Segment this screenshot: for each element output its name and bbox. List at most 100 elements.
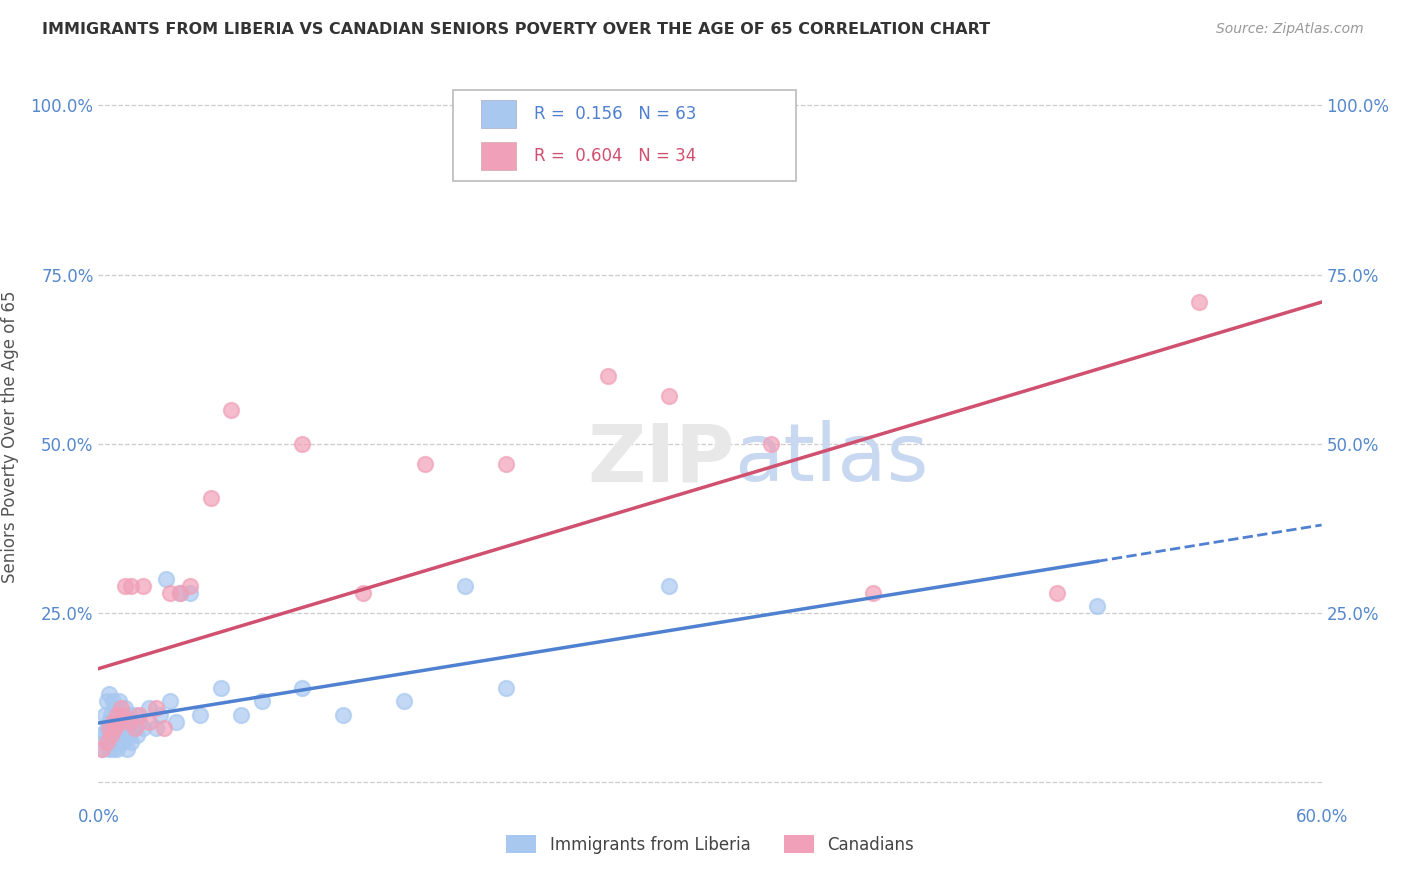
Point — [332, 707, 354, 722]
Point — [100, 728, 122, 742]
Point — [101, 728, 124, 742]
Text: R =  0.156   N = 63: R = 0.156 N = 63 — [534, 105, 696, 123]
Point — [658, 389, 681, 403]
Point — [120, 735, 142, 749]
Point — [105, 741, 128, 756]
Point — [145, 721, 167, 735]
Point — [101, 714, 124, 729]
Point — [100, 721, 122, 735]
Point — [105, 707, 128, 722]
Point — [96, 735, 118, 749]
Point — [122, 721, 145, 735]
Point — [132, 579, 155, 593]
Point — [111, 707, 134, 722]
Point — [200, 491, 222, 505]
Text: atlas: atlas — [734, 420, 929, 498]
Point — [111, 735, 134, 749]
Point — [110, 701, 132, 715]
Point — [761, 437, 783, 451]
Point — [104, 701, 127, 715]
Point — [114, 728, 136, 742]
Legend: Immigrants from Liberia, Canadians: Immigrants from Liberia, Canadians — [499, 829, 921, 860]
Point — [115, 741, 138, 756]
Point — [138, 714, 160, 729]
Point — [495, 457, 517, 471]
Point — [118, 728, 141, 742]
Point — [91, 741, 114, 756]
Point — [108, 714, 131, 729]
Point — [138, 701, 160, 715]
Point — [128, 707, 150, 722]
Y-axis label: Seniors Poverty Over the Age of 65: Seniors Poverty Over the Age of 65 — [1, 291, 20, 583]
Point — [124, 707, 146, 722]
Point — [165, 714, 187, 729]
Point — [132, 721, 155, 735]
Text: IMMIGRANTS FROM LIBERIA VS CANADIAN SENIORS POVERTY OVER THE AGE OF 65 CORRELATI: IMMIGRANTS FROM LIBERIA VS CANADIAN SENI… — [42, 22, 990, 37]
Point — [1045, 586, 1069, 600]
Point — [231, 707, 253, 722]
Point — [1085, 599, 1108, 614]
Point — [159, 586, 181, 600]
Point — [128, 714, 150, 729]
Point — [169, 586, 191, 600]
Point — [108, 694, 131, 708]
Point — [115, 721, 138, 735]
Point — [145, 701, 167, 715]
Point — [89, 728, 111, 742]
Point — [110, 728, 132, 742]
Point — [114, 579, 136, 593]
Point — [152, 721, 174, 735]
Point — [159, 694, 181, 708]
Point — [108, 714, 131, 729]
Point — [101, 741, 124, 756]
Point — [104, 721, 127, 735]
Point — [179, 579, 201, 593]
Point — [598, 369, 620, 384]
Point — [209, 681, 232, 695]
Point — [96, 694, 118, 708]
Point — [105, 707, 128, 722]
Point — [118, 714, 141, 729]
Point — [658, 579, 681, 593]
Point — [97, 728, 120, 742]
Bar — [481, 143, 516, 170]
Text: ZIP: ZIP — [588, 420, 734, 498]
Point — [91, 741, 114, 756]
Point — [352, 586, 374, 600]
Point — [110, 707, 132, 722]
Point — [155, 572, 177, 586]
Point — [169, 586, 191, 600]
Point — [127, 728, 149, 742]
Point — [124, 721, 146, 735]
Point — [101, 714, 124, 729]
Point — [111, 714, 134, 729]
Point — [96, 721, 118, 735]
Point — [862, 586, 884, 600]
Point — [291, 681, 314, 695]
Text: R =  0.604   N = 34: R = 0.604 N = 34 — [534, 147, 696, 165]
Point — [96, 735, 118, 749]
Point — [118, 707, 141, 722]
Point — [100, 707, 122, 722]
Point — [149, 707, 172, 722]
Point — [101, 694, 124, 708]
Point — [93, 707, 115, 722]
Point — [120, 714, 142, 729]
Point — [291, 437, 314, 451]
Point — [108, 735, 131, 749]
Point — [250, 694, 273, 708]
Point — [97, 741, 120, 756]
Point — [1188, 294, 1211, 309]
Point — [392, 694, 416, 708]
Point — [219, 403, 242, 417]
Point — [413, 457, 436, 471]
Point — [120, 579, 142, 593]
Point — [97, 714, 120, 729]
Point — [104, 721, 127, 735]
Point — [93, 728, 115, 742]
Point — [188, 707, 212, 722]
Point — [104, 735, 127, 749]
Point — [454, 579, 477, 593]
Point — [179, 586, 201, 600]
Text: Source: ZipAtlas.com: Source: ZipAtlas.com — [1216, 22, 1364, 37]
